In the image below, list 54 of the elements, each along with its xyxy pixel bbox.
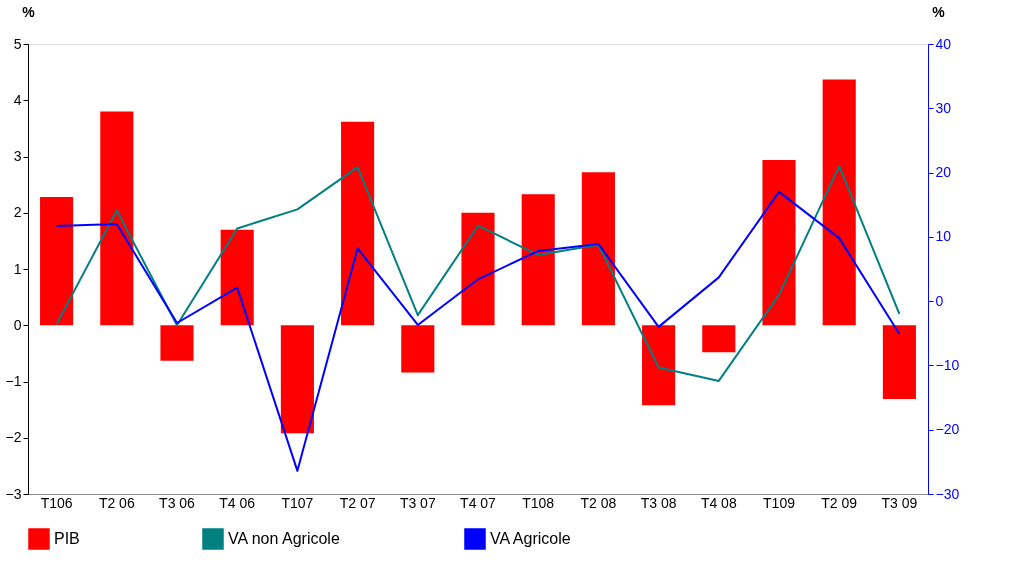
x-tick-label: T4 06	[219, 494, 256, 511]
legend-label: VA non Agricole	[228, 530, 340, 547]
x-tick-label: T107	[281, 494, 314, 511]
bar	[882, 325, 916, 399]
bar	[341, 121, 375, 326]
x-tick-label: T3 09	[881, 494, 918, 511]
y-tick-label: 4	[13, 91, 22, 108]
y-tick-label: 3	[13, 148, 22, 164]
x-tick-label: T2 08	[580, 494, 617, 511]
bar	[822, 79, 856, 326]
bar	[642, 325, 676, 406]
y2-axis-title: %	[932, 3, 946, 20]
bar	[100, 111, 134, 326]
bar	[762, 159, 796, 326]
y2-tick-label: −20	[935, 421, 960, 438]
y-tick-label: −3	[5, 485, 22, 502]
x-tick-label: T109	[763, 494, 796, 511]
x-tick-label: T4 08	[700, 494, 737, 511]
y-tick-label: −1	[5, 373, 22, 389]
bar	[401, 325, 435, 373]
y-tick-label: 5	[13, 35, 22, 52]
x-tick-label: T2 06	[98, 494, 135, 511]
y2-tick-label: −30	[935, 485, 960, 502]
x-tick-label: T4 07	[460, 494, 497, 511]
x-tick-label: T2 09	[821, 494, 858, 511]
y-tick-label: 0	[13, 316, 22, 333]
y2-tick-label: 0	[935, 292, 944, 309]
bar	[220, 229, 254, 326]
line-series	[55, 165, 901, 382]
y2-tick-label: 10	[935, 228, 952, 245]
y-axis-title: %	[22, 3, 36, 20]
x-tick-label: T2 07	[339, 494, 376, 511]
bar	[160, 325, 194, 361]
x-tick-label: T3 06	[159, 494, 196, 511]
y-tick-label: −2	[5, 429, 22, 446]
bar	[521, 194, 555, 326]
y2-tick-label: 40	[935, 35, 952, 52]
x-tick-label: T106	[40, 494, 73, 511]
bar	[40, 197, 74, 326]
legend-label: PIB	[54, 530, 80, 547]
bar	[702, 325, 736, 353]
y2-tick-label: −10	[935, 356, 960, 373]
y2-tick-label: 30	[935, 99, 952, 116]
bar	[461, 212, 495, 326]
x-tick-label: T108	[522, 494, 555, 511]
x-tick-label: T3 07	[399, 494, 436, 511]
x-tick-label: T3 08	[640, 494, 677, 511]
legend-label: VA Agricole	[490, 530, 571, 547]
bar	[581, 172, 615, 326]
y-tick-label: 1	[13, 260, 22, 277]
y-tick-label: 2	[13, 204, 22, 221]
y2-tick-label: 20	[935, 164, 952, 181]
line-series	[55, 190, 901, 472]
bar	[280, 325, 314, 434]
